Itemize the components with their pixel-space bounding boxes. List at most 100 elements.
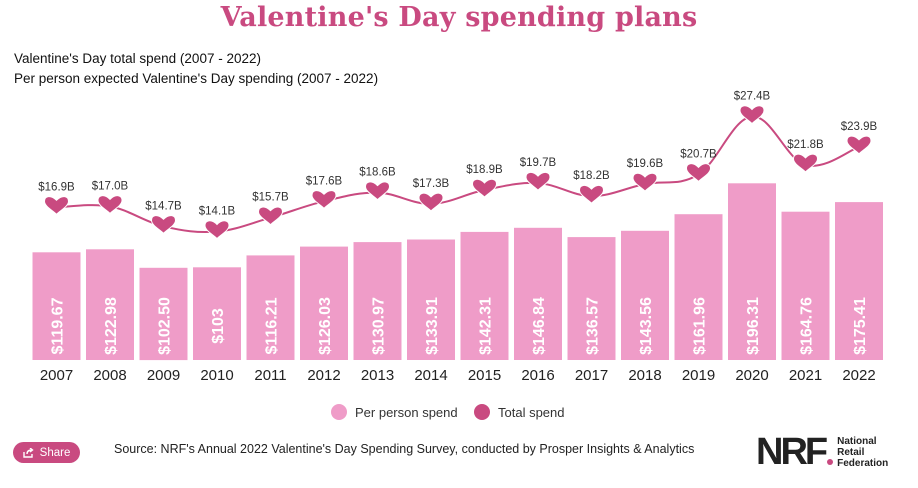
x-axis: 2007 2008 2009 2010 2011 2012 2013 2014 2015 2016… (40, 367, 876, 384)
bar-2017[interactable] (567, 237, 616, 360)
bar-label-2019: $161.96 (692, 297, 709, 355)
line-label-2011: $15.7B (252, 192, 289, 204)
line-label-2016: $19.7B (520, 157, 557, 169)
line-label-2017: $18.2B (573, 170, 610, 182)
logo-line-3: Federation (837, 457, 889, 469)
x-tick-2022: 2022 (842, 367, 875, 384)
heart-marker-2019[interactable] (685, 163, 712, 183)
bar-label-2016: $146.84 (531, 297, 548, 355)
bar-label-2014: $133.91 (424, 297, 441, 355)
total-spend-line (56, 115, 860, 234)
subtitle-per-person: Per person expected Valentine's Day spen… (14, 71, 379, 86)
bar-2007[interactable] (32, 252, 81, 360)
bar-2014[interactable] (407, 239, 455, 361)
bar-label-2018: $143.56 (638, 297, 655, 355)
bar-series (32, 183, 883, 361)
logo-mark: NRF (756, 431, 828, 473)
line-label-2013: $18.6B (359, 167, 396, 179)
legend-swatch-line (474, 404, 490, 420)
line-label-2020: $27.4B (734, 91, 771, 103)
heart-marker-2010[interactable] (204, 220, 230, 240)
bar-label-2015: $142.31 (478, 297, 495, 355)
heart-markers (43, 105, 872, 240)
combo-chart: $119.67 $122.98 $102.50 $103 $116.21 $126.03 $… (32, 91, 883, 384)
heart-marker-2021[interactable] (792, 153, 819, 173)
x-tick-2014: 2014 (414, 367, 447, 384)
line-label-2012: $17.6B (306, 175, 343, 187)
heart-marker-2022[interactable] (846, 135, 872, 155)
legend-label-per-person: Per person spend (355, 404, 458, 420)
heart-marker-2014[interactable] (418, 192, 444, 212)
bar-2013[interactable] (353, 242, 402, 360)
bar-2010[interactable] (193, 267, 241, 360)
x-tick-2020: 2020 (735, 367, 768, 384)
heart-marker-2011[interactable] (257, 206, 284, 226)
heart-marker-2009[interactable] (150, 215, 177, 235)
heart-marker-2016[interactable] (525, 171, 551, 191)
heart-marker-2012[interactable] (311, 190, 337, 210)
nrf-logo: NRF National Retail Federation (756, 431, 889, 473)
heart-marker-2015[interactable] (471, 178, 498, 198)
x-tick-2016: 2016 (521, 367, 554, 384)
x-tick-2013: 2013 (361, 367, 394, 384)
share-button[interactable]: Share (13, 442, 80, 463)
bar-label-2022: $175.41 (852, 297, 869, 355)
bar-2019[interactable] (674, 214, 723, 360)
logo-line-1: National (837, 435, 877, 447)
heart-marker-2013[interactable] (364, 181, 391, 201)
legend-item-total[interactable]: Total spend (474, 404, 565, 420)
bar-2021[interactable] (781, 211, 830, 360)
bar-label-2013: $130.97 (371, 297, 388, 355)
x-tick-2019: 2019 (682, 367, 715, 384)
bar-label-2007: $119.67 (50, 297, 67, 354)
chart-title: Valentine's Day spending plans (220, 2, 698, 33)
heart-marker-2020[interactable] (739, 105, 765, 125)
line-label-2014: $17.3B (413, 178, 450, 190)
bar-2018[interactable] (621, 230, 669, 360)
legend-swatch-bar (331, 404, 347, 420)
source-note: Source: NRF's Annual 2022 Valentine's Da… (114, 442, 695, 456)
bar-2016[interactable] (514, 227, 562, 360)
legend-label-total: Total spend (498, 404, 565, 420)
bar-label-2017: $136.57 (585, 297, 602, 355)
bar-label-2008: $122.98 (103, 297, 120, 355)
line-label-2019: $20.7B (680, 148, 717, 160)
bar-2008[interactable] (86, 249, 134, 360)
x-tick-2011: 2011 (254, 367, 286, 384)
heart-marker-2017[interactable] (578, 184, 605, 204)
share-label: Share (39, 446, 71, 459)
bar-label-2010: $103 (210, 308, 227, 344)
heart-marker-2018[interactable] (632, 172, 658, 192)
bar-label-2012: $126.03 (317, 297, 334, 355)
heart-marker-2008[interactable] (97, 195, 123, 215)
bar-2011[interactable] (246, 255, 295, 360)
logo-dot (827, 459, 834, 465)
bar-label-2011: $116.21 (264, 297, 281, 354)
x-tick-2010: 2010 (200, 367, 233, 384)
x-tick-2009: 2009 (147, 367, 180, 384)
line-label-2018: $19.6B (627, 158, 664, 170)
bar-2022[interactable] (835, 202, 883, 360)
bar-2012[interactable] (300, 246, 348, 360)
line-label-2021: $21.8B (787, 139, 824, 151)
line-label-2015: $18.9B (466, 164, 503, 176)
heart-marker-2007[interactable] (43, 196, 70, 216)
bar-2020[interactable] (728, 183, 776, 360)
bar-label-2021: $164.76 (799, 297, 816, 355)
x-tick-2012: 2012 (307, 367, 340, 384)
x-tick-2015: 2015 (468, 367, 501, 384)
line-label-2022: $23.9B (841, 121, 878, 133)
x-tick-2021: 2021 (789, 367, 822, 384)
x-tick-2017: 2017 (575, 367, 608, 384)
line-label-2009: $14.7B (145, 200, 182, 212)
bar-label-2020: $196.31 (745, 297, 762, 355)
share-icon (22, 447, 34, 458)
x-tick-2018: 2018 (628, 367, 661, 384)
legend-item-per-person[interactable]: Per person spend (331, 404, 458, 420)
x-tick-2007: 2007 (40, 367, 73, 384)
bar-2009[interactable] (139, 267, 188, 361)
line-label-2010: $14.1B (199, 206, 236, 218)
line-label-group: $16.9B $17.0B $14.7B $14.1B $15.7B $17.6B $18.… (38, 91, 877, 218)
bar-2015[interactable] (460, 231, 509, 360)
x-tick-2008: 2008 (93, 367, 126, 384)
